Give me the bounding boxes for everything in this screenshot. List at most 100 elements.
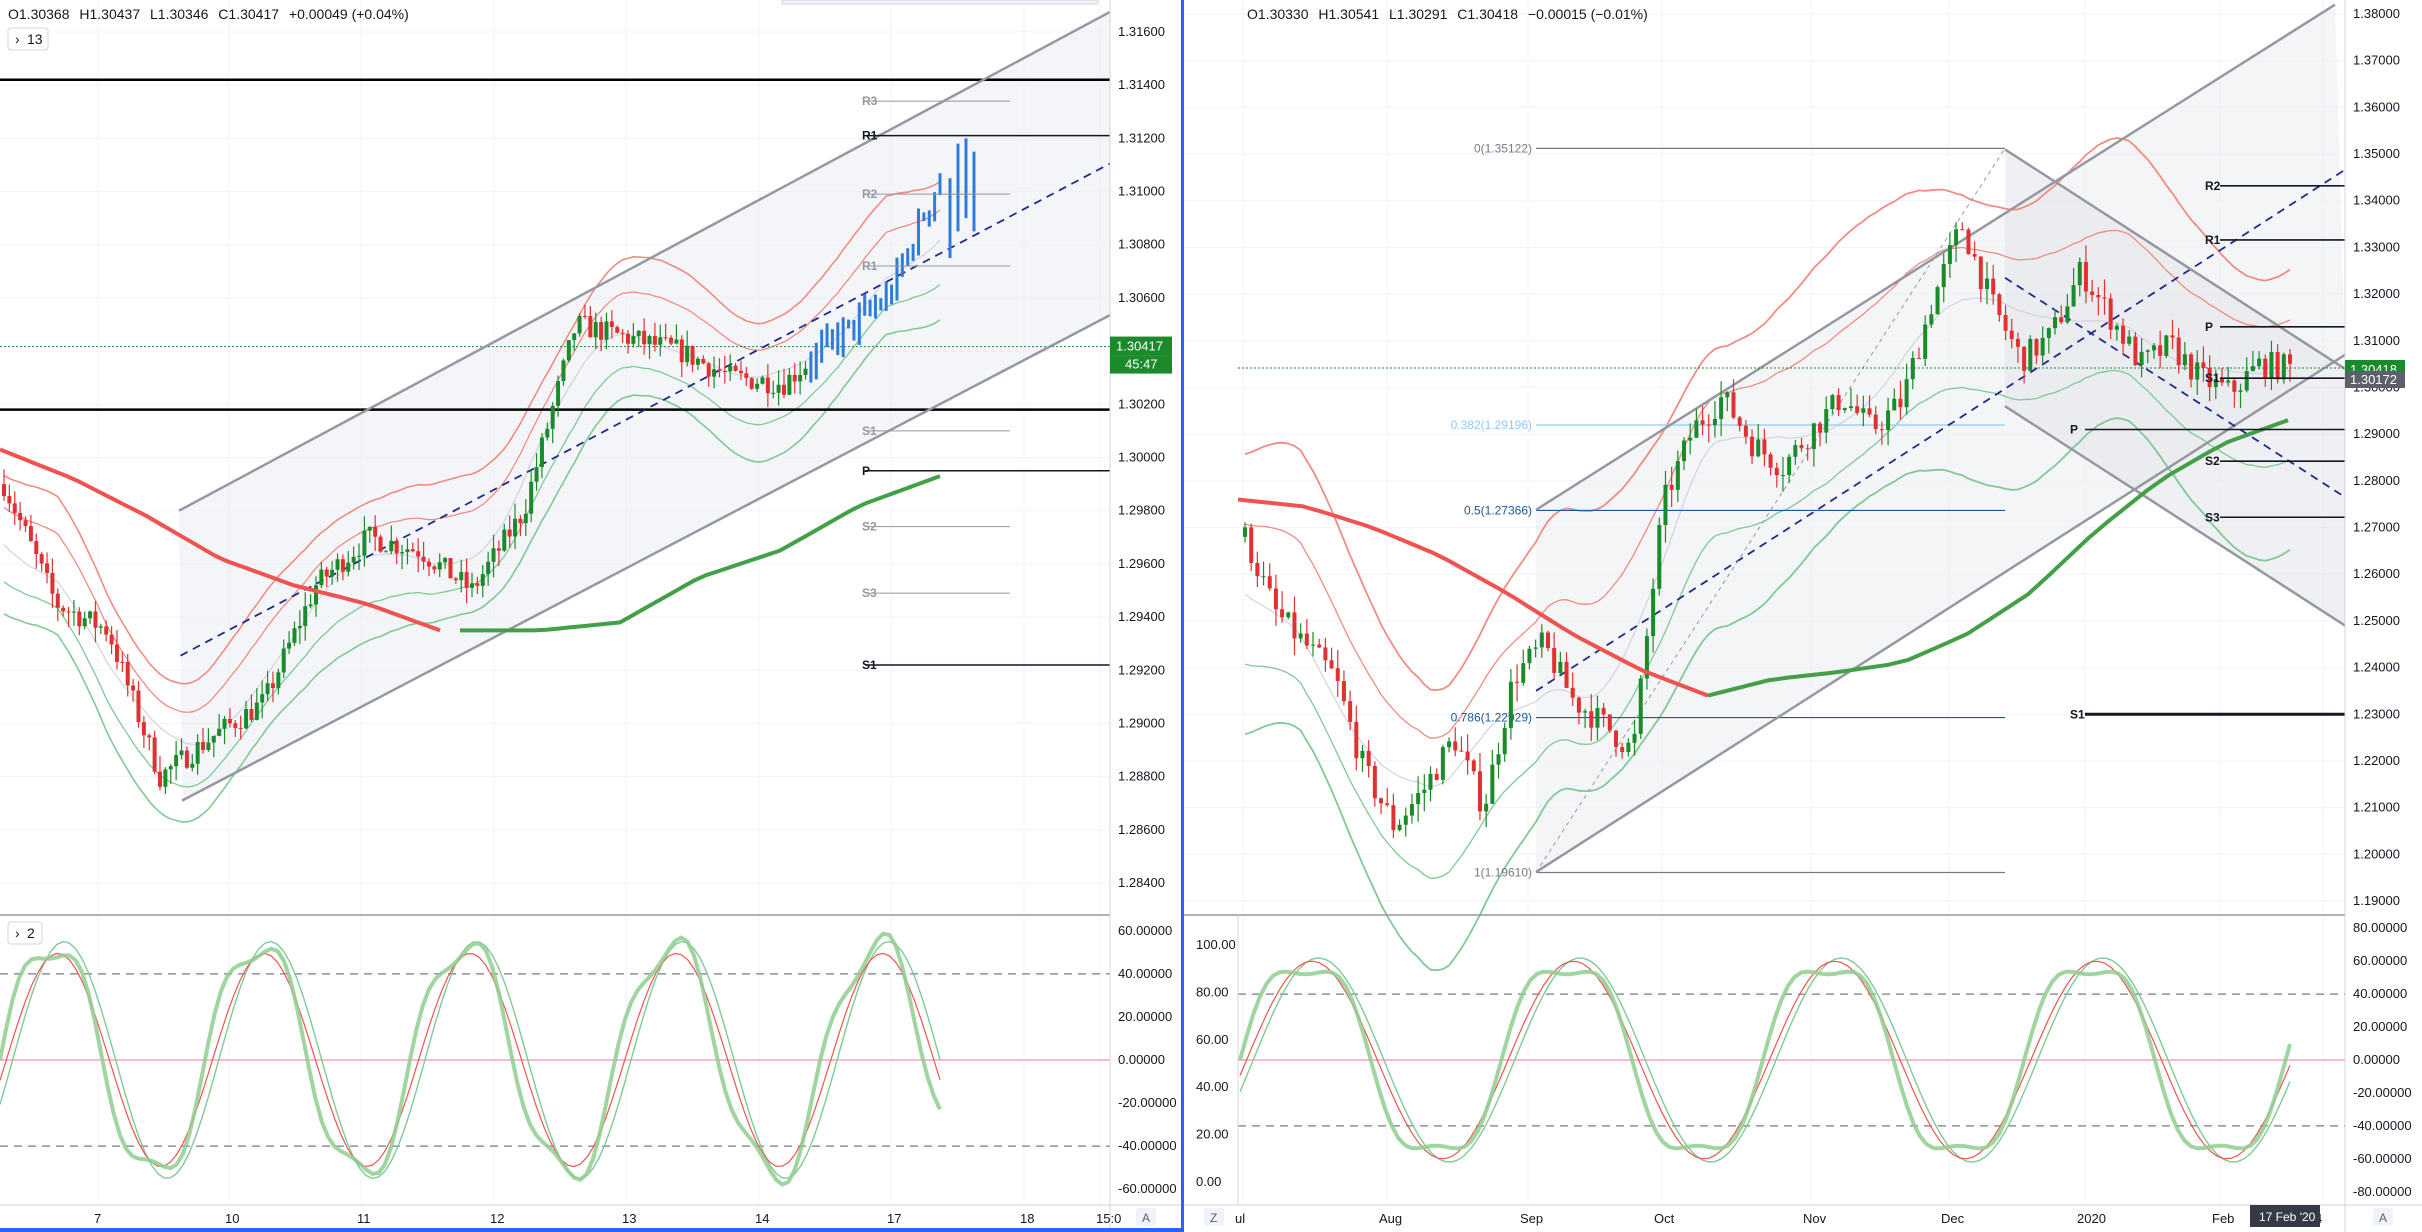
left-price-tick-label: 1.31400	[1118, 77, 1165, 92]
right-oscillator-pane[interactable]	[1238, 957, 2345, 1163]
left-candle-body	[792, 374, 797, 382]
svg-text:A: A	[2379, 1211, 2387, 1225]
right-candle-body	[1589, 711, 1594, 728]
right-price-pane[interactable]: 0(1.35122) 0.382(1.29196) 0.5(1.27366) 0.78…	[1184, 0, 2346, 1205]
left-candle-body	[346, 562, 351, 572]
fib-level-label: 0.382(1.29196)	[1451, 418, 1532, 432]
right-price-axis[interactable]: 1.38000 1.37000 1.36000 1.35000 1.34000 1.330…	[2344, 0, 2400, 1232]
right-oscillator-tick-label: 60.00000	[2353, 953, 2407, 968]
left-oscillator-toggle-button[interactable]: › 2	[7, 921, 43, 945]
right-candle-body	[1409, 804, 1414, 816]
right-candle-body	[2238, 390, 2243, 392]
left-candle-body	[647, 336, 652, 345]
right-pivot-label: S1	[2070, 707, 2085, 721]
right-upper-band-outer	[1244, 137, 2291, 692]
right-oscillator-axis[interactable]: 80.00000 60.00000 40.00000 20.00000 0.00000 -…	[2353, 920, 2412, 1199]
left-candle-body	[324, 569, 329, 577]
right-candle-body	[1286, 612, 1291, 618]
left-candle-body	[23, 520, 28, 527]
left-candle-body	[566, 340, 571, 361]
left-candle-body	[513, 518, 518, 537]
right-price-tick-label: 1.35000	[2353, 146, 2400, 161]
left-candle-body	[669, 337, 674, 344]
right-candle-body	[1651, 588, 1656, 637]
right-candle-body	[2121, 325, 2126, 344]
fib-level-label: 1(1.19610)	[1474, 866, 1532, 880]
right-candle-body	[1688, 437, 1693, 441]
right-down-channel-upper	[2004, 148, 2346, 370]
right-candle-body	[1947, 245, 1952, 264]
right-oscillator-tick-label: 80.00000	[2353, 920, 2407, 935]
right-candle-body	[2195, 362, 2200, 380]
right-candle-body	[1428, 773, 1433, 790]
left-price-pane[interactable]: R3 R1 R2 R1 S1 P S2 S3 S1	[0, 0, 1111, 1205]
right-candle-body	[1323, 647, 1328, 661]
right-price-tick-label: 1.25000	[2353, 613, 2400, 628]
left-candle-body	[82, 618, 87, 627]
left-candle-body	[744, 373, 749, 379]
right-candle-body	[1861, 408, 1866, 413]
left-candle-body	[125, 662, 130, 686]
right-candle-body	[2151, 345, 2156, 351]
right-candle-body	[1737, 417, 1742, 426]
left-candle-body	[410, 549, 415, 552]
right-candle-body	[2040, 337, 2045, 356]
left-candle-body	[502, 529, 507, 551]
right-candle-body	[1539, 632, 1544, 648]
left-auto-scale-button[interactable]: A	[1136, 1208, 1156, 1226]
right-oscillator-lines	[1238, 957, 2292, 1163]
left-candle-body	[314, 585, 318, 605]
right-candle-body	[1484, 803, 1489, 812]
right-oscillator-tick-label: 40.00000	[2353, 986, 2407, 1001]
right-candle-body	[1774, 467, 1779, 476]
left-indicator-toggle-button[interactable]: › 13	[7, 27, 49, 51]
left-candle-body	[690, 345, 695, 365]
left-price-tick-label: 1.28800	[1118, 769, 1165, 784]
right-candle-body	[1527, 648, 1532, 664]
left-price-tick-label: 1.31600	[1118, 24, 1165, 39]
fibonacci-retracement: 0(1.35122) 0.382(1.29196) 0.5(1.27366) 0.78…	[1451, 141, 2005, 880]
left-candle-body	[174, 755, 179, 767]
left-price-tick-label: 1.28600	[1118, 822, 1165, 837]
left-candle-body	[470, 583, 474, 588]
left-candle-body	[679, 339, 684, 363]
right-candle-body	[1657, 525, 1662, 589]
right-candle-body	[1583, 711, 1588, 713]
right-oscillator-left-axis[interactable]: 100.00 80.00 60.00 40.00 20.00 0.00	[1196, 915, 1239, 1205]
left-time-tick-label: 11	[357, 1211, 371, 1226]
right-channel-mid-line	[1535, 168, 2346, 692]
left-candle-body	[28, 526, 33, 542]
right-candle-body	[1805, 448, 1810, 450]
left-time-axis[interactable]: 7 10 11 12 13 14 17 18 15:0	[0, 1204, 1183, 1226]
left-candle-body	[66, 611, 71, 613]
right-time-axis[interactable]: ulAugSepOctNovDec2020Feb4	[1184, 1204, 2422, 1226]
left-candle-body	[233, 723, 238, 728]
right-candle-body	[2009, 330, 2014, 339]
right-candle-body	[1440, 747, 1445, 780]
left-candle-body	[787, 374, 792, 395]
right-candle-body	[1477, 771, 1482, 812]
left-candle-body	[50, 573, 55, 594]
zoom-button[interactable]: Z	[1204, 1208, 1224, 1226]
left-oscillator-axis[interactable]: 60.00000 40.00000 20.00000 0.00000 -20.00000…	[1118, 923, 1177, 1196]
right-candle-body	[2065, 306, 2070, 323]
left-price-axis[interactable]: 1.31600 1.31400 1.31200 1.31000 1.30800 1.306…	[1109, 0, 1165, 1232]
right-candle-body	[1267, 576, 1272, 589]
right-price-grid	[1184, 0, 2345, 1205]
right-pivot-label: S3	[2205, 510, 2220, 524]
left-oscillator-pane[interactable]	[0, 931, 1110, 1187]
right-auto-scale-button[interactable]: A	[2373, 1208, 2393, 1226]
right-candle-body	[1991, 278, 1996, 295]
right-pivot-levels: R2 R1 P S1 P S2 S3 S1	[2070, 179, 2345, 721]
left-upper-band-outer	[3, 181, 941, 685]
right-pivot-label: R1	[2205, 233, 2221, 247]
left-candle-body	[695, 358, 700, 365]
right-candle-body	[1923, 324, 1928, 359]
right-time-tick-label: Oct	[1654, 1211, 1675, 1226]
right-candle-body	[2053, 317, 2058, 329]
left-oscillator-tick-label: -40.00000	[1118, 1138, 1177, 1153]
left-ma-green	[460, 474, 941, 633]
fib-level-label: 0.5(1.27366)	[1464, 503, 1532, 517]
right-candle-body	[1422, 789, 1427, 794]
left-candle-body	[642, 330, 647, 345]
